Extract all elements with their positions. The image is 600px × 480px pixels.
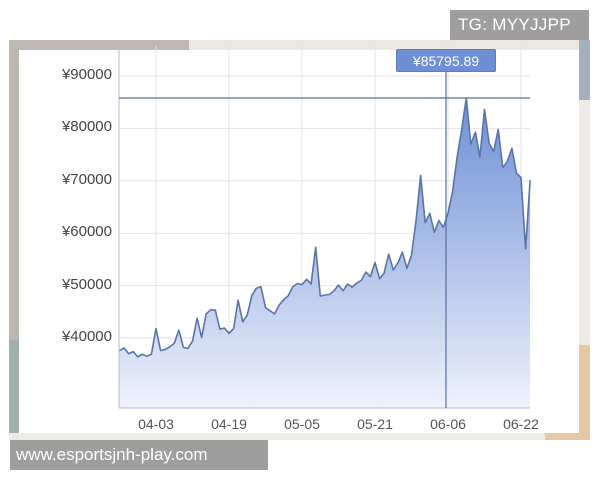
background-band [579, 345, 590, 440]
background-band [579, 40, 590, 100]
x-tick-label: 04-19 [211, 416, 247, 432]
x-tick-label: 04-03 [138, 416, 174, 432]
x-tick-label: 06-22 [503, 416, 539, 432]
watermark-tg: TG: MYYJJPP [450, 10, 589, 40]
y-tick-label: ¥60000 [61, 223, 112, 241]
price-line [119, 97, 531, 358]
area-fill [119, 98, 531, 408]
y-tick-label: ¥50000 [61, 275, 112, 293]
y-tick-label: ¥90000 [61, 66, 112, 83]
x-tick-label: 06-06 [430, 416, 466, 432]
value-tooltip: ¥85795.89 [396, 49, 496, 72]
background-band [9, 40, 189, 50]
background-band [9, 40, 590, 50]
watermark-url: www.esportsjnh-play.com [10, 440, 268, 470]
crosshair [119, 72, 530, 408]
axes [118, 46, 530, 409]
background-band [9, 433, 590, 440]
background-band [9, 340, 19, 440]
x-tick-label: 05-05 [284, 416, 320, 432]
background-band [545, 433, 590, 440]
y-tick-label: ¥70000 [61, 170, 112, 188]
y-tick-label: ¥40000 [61, 328, 112, 345]
x-tick-label: 05-21 [357, 416, 393, 432]
y-tick-label: ¥80000 [61, 118, 112, 136]
